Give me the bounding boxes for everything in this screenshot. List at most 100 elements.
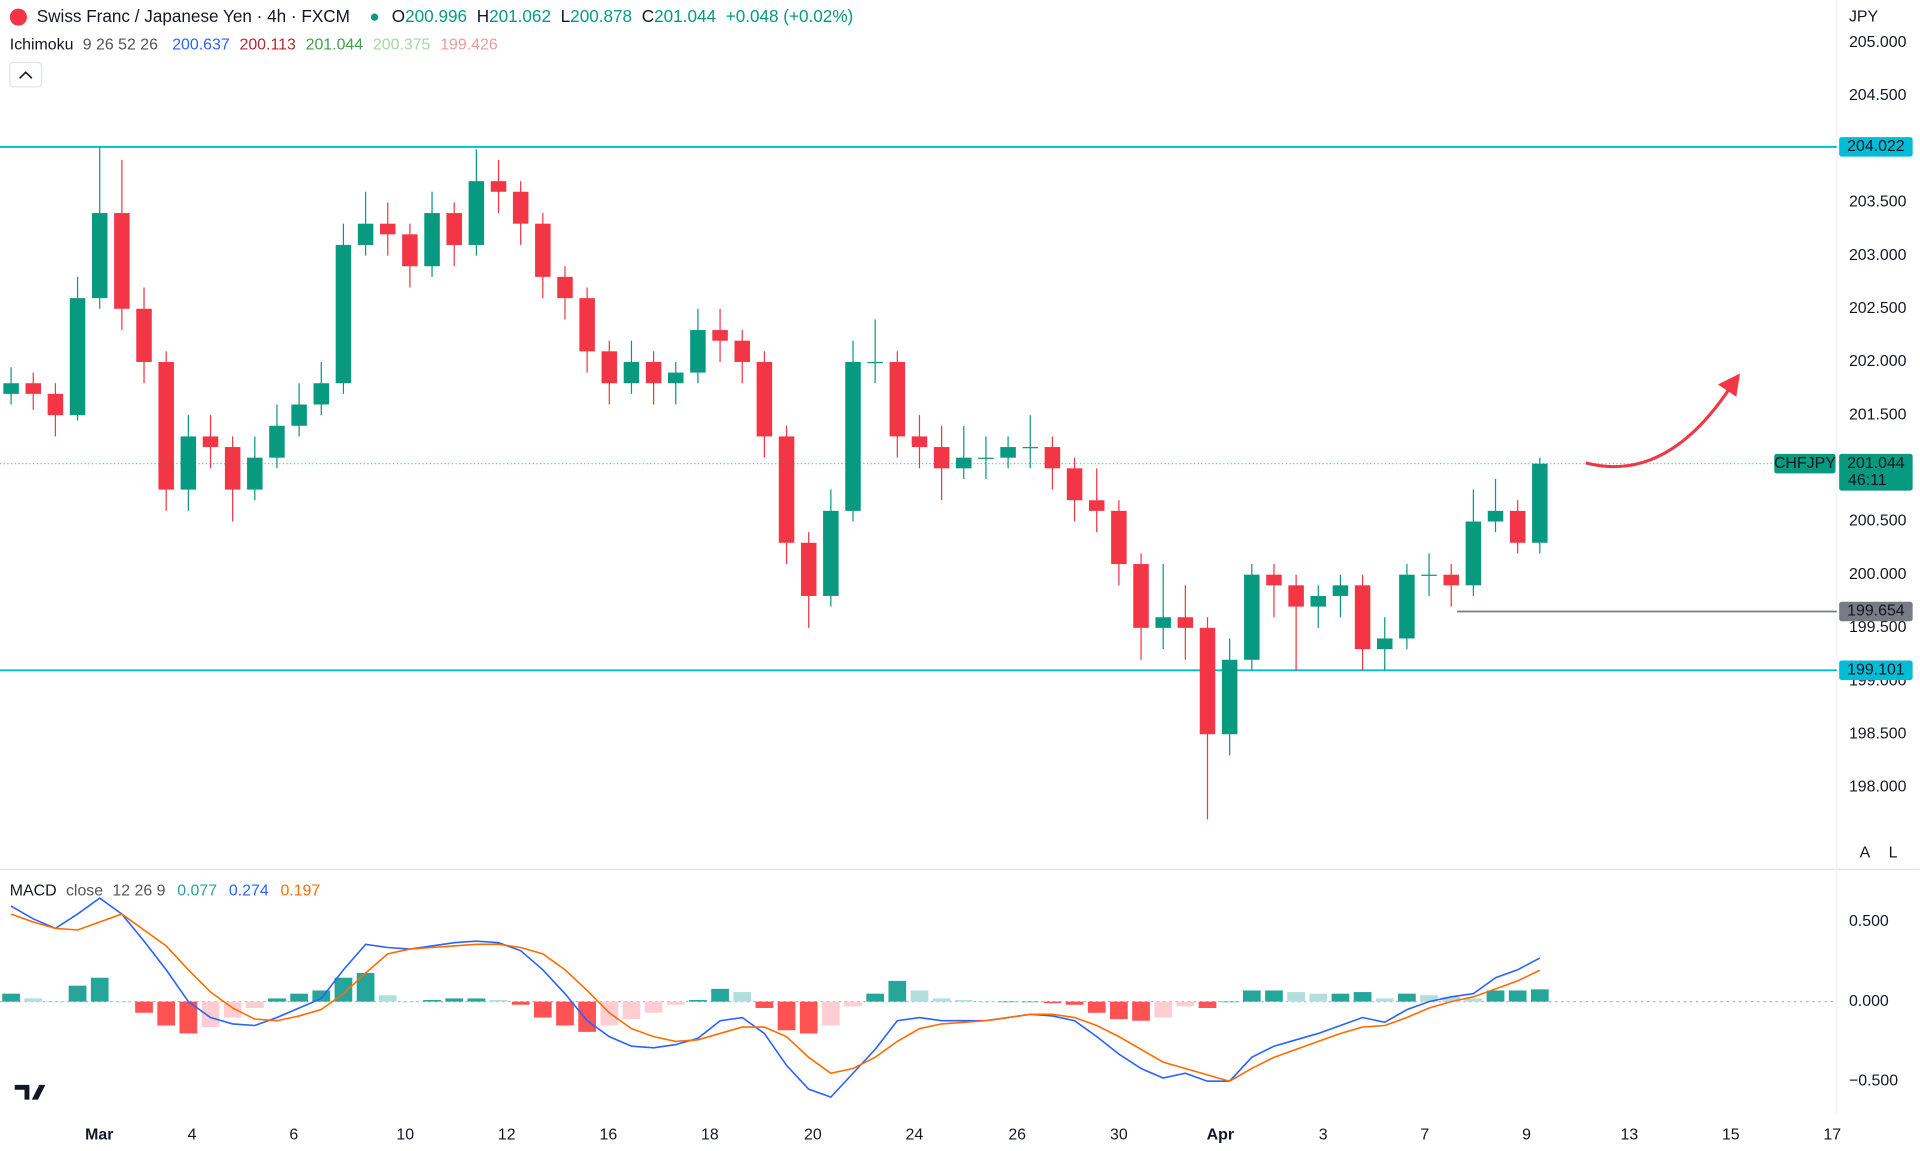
candle-body: [778, 436, 795, 543]
x-tick-label: 20: [804, 1126, 822, 1143]
ohlc-label: H: [477, 6, 489, 26]
collapse-icon: [19, 71, 33, 79]
candle-body: [1532, 463, 1548, 543]
y-tick-label: 205.000: [1849, 34, 1907, 51]
histogram-bar: [954, 1000, 973, 1002]
histogram-bar: [290, 993, 308, 1002]
histogram-bar: [821, 1001, 840, 1026]
candle-body: [601, 351, 618, 384]
x-tick-label: 26: [1008, 1126, 1026, 1143]
candle-body: [911, 436, 928, 448]
candle-body: [114, 213, 130, 309]
level-label: 199.654: [1847, 603, 1905, 620]
histogram-bar: [932, 998, 951, 1002]
symbol-icon: [9, 8, 27, 26]
x-tick-label: 6: [289, 1126, 298, 1143]
candle-body: [800, 542, 817, 596]
histogram-bar: [201, 1001, 220, 1028]
scale-button[interactable]: L: [1889, 845, 1898, 862]
candle-body: [756, 361, 773, 437]
histogram-bar: [24, 998, 43, 1002]
level-badge: [1839, 660, 1913, 681]
histogram-bar: [312, 990, 331, 1002]
candle-body: [645, 361, 662, 384]
candle-body: [690, 330, 706, 373]
ohlc-label: L: [561, 6, 571, 26]
symbol-label: CHFJPY: [1774, 455, 1836, 472]
y-tick-label: 0.000: [1849, 993, 1889, 1010]
macd-value: 0.274: [229, 883, 269, 900]
histogram-bar: [1398, 993, 1416, 1002]
y-tick-label: 202.000: [1849, 353, 1907, 370]
y-tick-label: 201.500: [1849, 406, 1907, 423]
macd-params: 12 26 9: [112, 883, 165, 900]
indicator-params: 9 26 52 26: [83, 37, 158, 54]
histogram-bar: [999, 1001, 1017, 1003]
y-tick-label: 198.500: [1849, 725, 1907, 742]
candle-body: [1376, 638, 1393, 650]
candle-body: [247, 457, 263, 490]
histogram-bar: [533, 1001, 552, 1018]
candle-body: [158, 361, 174, 490]
histogram-bar: [1287, 992, 1305, 1002]
indicator-value: 201.044: [306, 37, 364, 54]
symbol-badge: [1774, 453, 1836, 474]
candle-body: [512, 191, 529, 224]
histogram-bar: [689, 1000, 707, 1002]
histogram-bar: [268, 998, 286, 1002]
indicator-name: Ichimoku: [10, 37, 74, 54]
histogram-bar: [777, 1001, 796, 1031]
histogram-bar: [977, 1001, 995, 1003]
histogram-bar: [844, 1001, 862, 1007]
histogram-bar: [2, 993, 20, 1002]
histogram-bar: [1309, 993, 1328, 1002]
candle-body: [1044, 447, 1061, 469]
histogram-bar: [578, 1001, 597, 1032]
collapse-button[interactable]: [9, 61, 43, 88]
forecast-arrow: [1585, 388, 1731, 469]
candle-body: [424, 213, 440, 267]
indicator-value: 200.637: [172, 37, 230, 54]
candle-body: [1133, 564, 1149, 628]
x-tick-label: 18: [701, 1126, 719, 1143]
histogram-bar: [866, 993, 885, 1002]
candle-body: [47, 393, 64, 416]
histogram-bar: [755, 1001, 774, 1008]
histogram-bar: [556, 1001, 574, 1026]
y-tick-label: 199.500: [1849, 619, 1907, 636]
signal-value: 0.197: [280, 883, 320, 900]
x-tick-label: 3: [1319, 1126, 1328, 1143]
histogram-bar: [489, 1000, 508, 1002]
histogram-bar: [68, 985, 87, 1002]
candle-body: [1399, 574, 1415, 639]
candle-body: [202, 436, 219, 448]
x-tick-label: Apr: [1207, 1126, 1234, 1143]
x-tick-label: 10: [396, 1126, 414, 1143]
ohlc-value: 201.044: [654, 6, 716, 26]
histogram-bar: [90, 977, 109, 1002]
histogram-bar: [1154, 1001, 1173, 1018]
level-label: 204.022: [1847, 138, 1905, 155]
ohlc-label: O: [392, 6, 405, 26]
scale-button[interactable]: A: [1860, 845, 1871, 862]
y-tick-label: 202.500: [1849, 300, 1907, 317]
ohlc-label: C: [642, 6, 654, 26]
candle-body: [91, 213, 108, 299]
candle-body: [180, 436, 197, 490]
histogram-bar: [1420, 995, 1438, 1002]
status-dot: ●: [369, 6, 379, 26]
candle-body: [1332, 585, 1349, 596]
histogram-bar: [423, 1000, 441, 1002]
histogram-bar: [356, 972, 375, 1002]
candle-body: [291, 404, 307, 426]
ohlc-value: 200.996: [405, 6, 467, 26]
candle-body: [1088, 500, 1105, 511]
candle-body: [379, 223, 396, 235]
histogram-bar: [1375, 998, 1394, 1002]
forecast-arrowhead: [1717, 373, 1740, 397]
candle-body: [668, 372, 684, 384]
histogram-bar: [445, 998, 464, 1002]
candle-body: [3, 383, 19, 394]
